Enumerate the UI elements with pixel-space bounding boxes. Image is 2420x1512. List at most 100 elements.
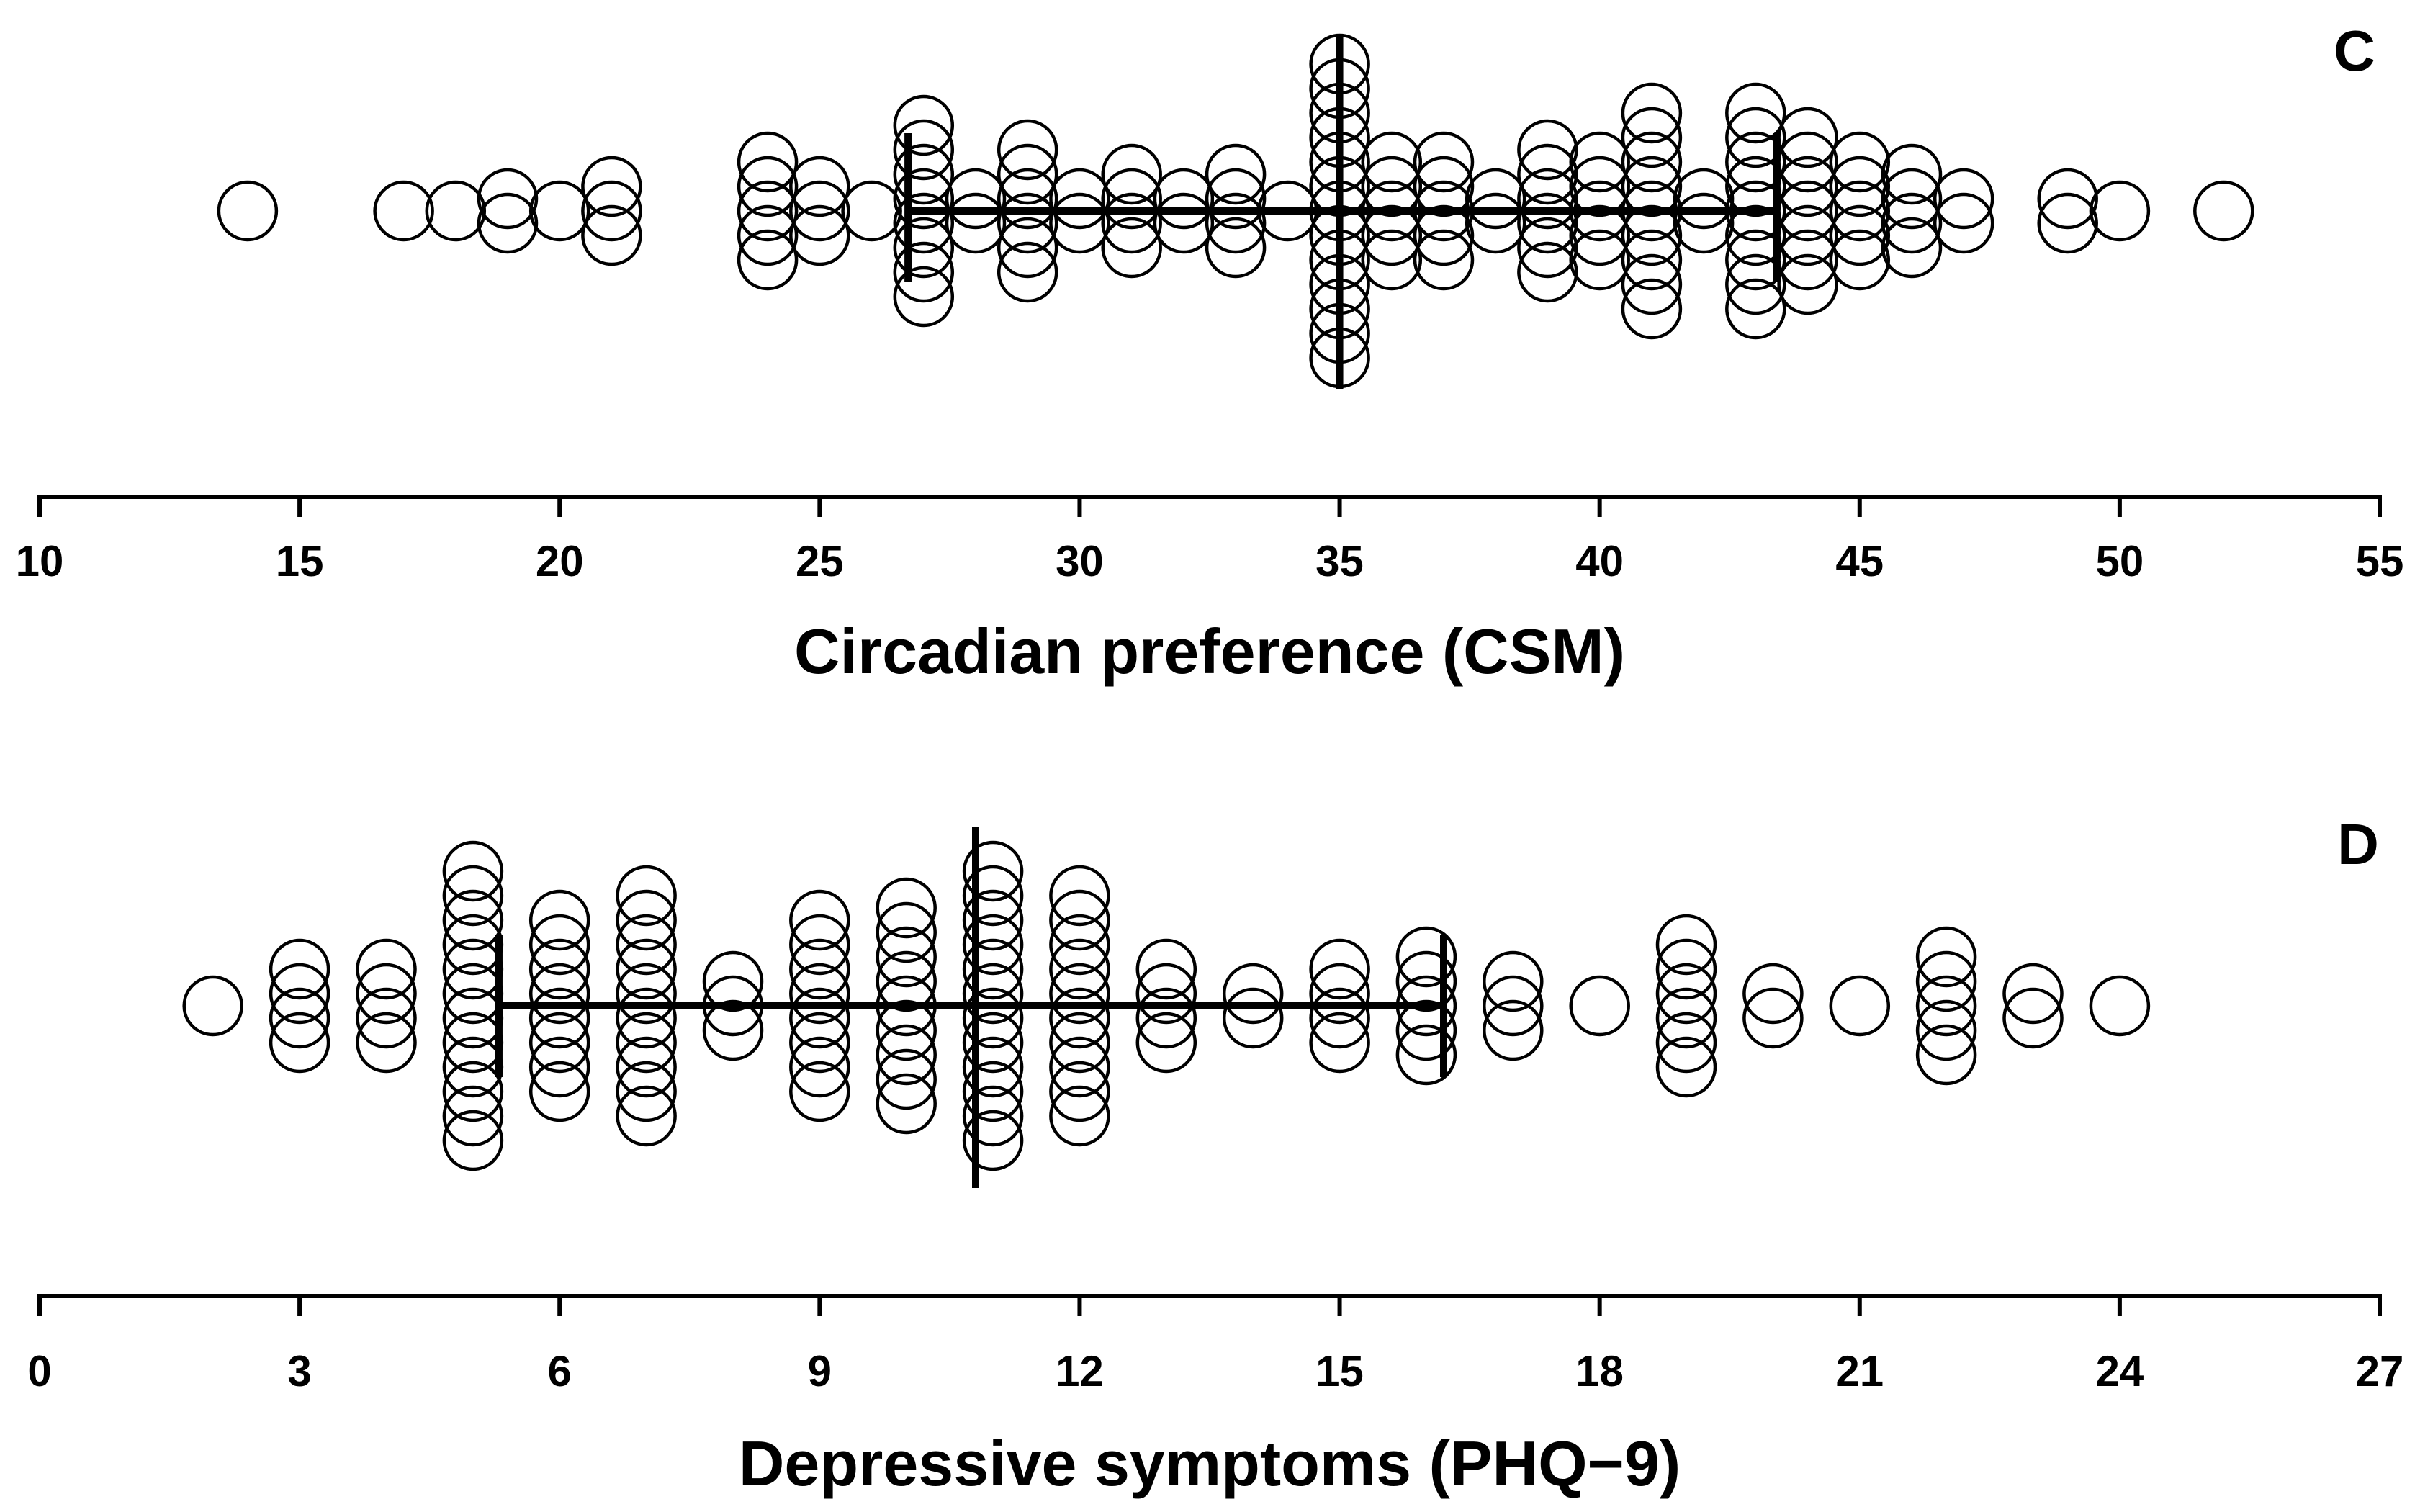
data-point	[477, 192, 539, 254]
data-point	[962, 1110, 1024, 1171]
data-point	[1881, 217, 1943, 279]
tick-label: 9	[808, 1347, 832, 1395]
data-point	[269, 963, 330, 1025]
data-point	[1915, 926, 1977, 988]
data-point	[962, 889, 1024, 951]
tick-label: 3	[287, 1347, 311, 1395]
data-point	[789, 1012, 850, 1074]
data-point	[1725, 107, 1786, 168]
data-point	[789, 1061, 850, 1122]
tick-label: 24	[2096, 1347, 2144, 1395]
data-point	[616, 987, 677, 1049]
data-point	[1621, 156, 1683, 217]
data-point	[269, 938, 330, 1000]
data-point	[1222, 963, 1284, 1025]
data-point	[1483, 999, 1544, 1061]
data-point	[1205, 192, 1267, 254]
data-point	[997, 241, 1058, 303]
tick-label: 21	[1835, 1347, 1884, 1395]
data-point	[1777, 253, 1838, 315]
data-point	[1135, 987, 1197, 1049]
data-point	[442, 865, 504, 927]
data-point	[876, 901, 937, 963]
data-point	[997, 168, 1058, 230]
data-point	[1413, 131, 1475, 193]
data-point	[962, 1012, 1024, 1074]
data-point	[1517, 143, 1578, 205]
tick-label: 50	[2096, 537, 2144, 585]
data-point	[1361, 229, 1423, 291]
data-point	[1049, 1085, 1110, 1147]
data-point	[1915, 950, 1977, 1012]
data-point	[2037, 192, 2098, 254]
data-point	[1135, 963, 1197, 1025]
data-point	[1309, 987, 1370, 1049]
data-point	[1655, 914, 1717, 976]
data-point	[1049, 987, 1110, 1049]
tick-label: 30	[1056, 537, 1104, 585]
data-point	[962, 963, 1024, 1025]
data-point	[581, 180, 642, 242]
data-point	[1725, 278, 1786, 340]
data-point	[1049, 938, 1110, 1000]
data-point	[789, 938, 850, 1000]
data-point	[1829, 204, 1891, 266]
data-point	[962, 840, 1024, 902]
data-point	[1205, 217, 1267, 279]
data-point	[962, 914, 1024, 976]
data-point	[1621, 253, 1683, 315]
data-point	[1881, 143, 1943, 205]
data-point	[616, 865, 677, 927]
data-point	[737, 204, 799, 266]
points-d	[182, 840, 2151, 1171]
data-point	[1361, 156, 1423, 217]
data-point	[893, 266, 955, 328]
data-point	[1655, 963, 1717, 1025]
data-point	[1725, 156, 1786, 217]
data-point	[1309, 963, 1370, 1025]
data-point	[893, 94, 955, 156]
data-point	[2193, 180, 2254, 242]
data-point	[876, 877, 937, 939]
data-point	[528, 963, 590, 1025]
data-point	[962, 1085, 1024, 1147]
data-point	[1829, 975, 1891, 1037]
data-point	[962, 1061, 1024, 1122]
data-point	[1205, 168, 1267, 230]
data-point	[1725, 253, 1786, 315]
data-point	[876, 999, 937, 1061]
data-point	[1673, 192, 1735, 254]
data-point	[962, 865, 1024, 927]
ticks-d: 0 3 6 9 12 15 18 21 24 27	[27, 1296, 2403, 1395]
data-point	[997, 217, 1058, 279]
data-point	[477, 168, 539, 230]
data-point	[356, 938, 417, 1000]
data-point	[528, 938, 590, 1000]
data-point	[528, 1012, 590, 1074]
data-point	[616, 1085, 677, 1147]
data-point	[1881, 192, 1943, 254]
data-point	[1483, 975, 1544, 1037]
data-point	[616, 1012, 677, 1074]
data-point	[893, 143, 955, 205]
data-point	[442, 1061, 504, 1122]
data-point	[2037, 168, 2098, 230]
data-point	[1621, 278, 1683, 340]
data-point	[1725, 82, 1786, 144]
data-point	[876, 1048, 937, 1110]
data-point	[893, 168, 955, 230]
data-point	[962, 987, 1024, 1049]
tick-label: 20	[536, 537, 584, 585]
data-point	[616, 914, 677, 976]
data-point	[1655, 987, 1717, 1049]
tick-label: 55	[2356, 537, 2404, 585]
data-point	[1413, 204, 1475, 266]
data-point	[442, 1110, 504, 1171]
data-point	[528, 1036, 590, 1098]
data-point	[1361, 131, 1423, 193]
tick-label: 10	[16, 537, 64, 585]
data-point	[1049, 1012, 1110, 1074]
data-point	[425, 180, 487, 242]
data-point	[1933, 192, 1994, 254]
